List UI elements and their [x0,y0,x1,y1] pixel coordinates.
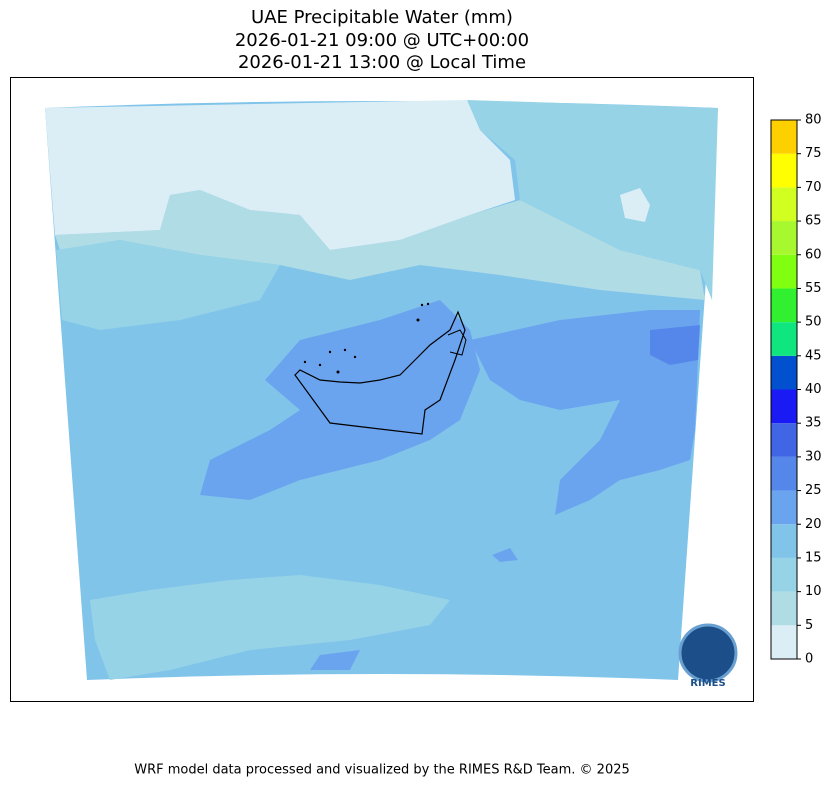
colorbar-tick-label: 0 [805,652,813,667]
country-border [447,329,467,356]
field-region [620,188,650,222]
title-line: 2026-01-21 09:00 @ UTC+00:00 [235,30,529,51]
logo-text: RIMES [690,678,725,689]
field-region [650,325,700,365]
colorbar-bin [771,254,797,289]
field-region [467,100,718,300]
colorbar: 0 5 10 15 20 25 30 35 40 45 50 55 60 65 70 75 80 [770,113,822,667]
colorbar-tick-label: 80 [805,113,822,128]
colorbar-tick-label: 65 [805,214,822,229]
colorbar-tick-label: 15 [805,550,822,565]
colorbar-tick-label: 75 [805,146,822,161]
colorbar-tick-label: 45 [805,348,822,363]
colorbar-tick-label: 25 [805,483,822,498]
colorbar-bin [771,625,797,659]
map [45,100,718,680]
colorbar-bin [771,355,797,390]
field-region [55,190,705,300]
colorbar-tick-label: 40 [805,382,822,397]
colorbar-tick-label: 10 [805,584,822,599]
colorbar-tick-label: 60 [805,247,822,262]
title-line: 2026-01-21 13:00 @ Local Time [238,52,526,73]
logo: RIMES [678,623,738,689]
colorbar-tick-label: 55 [805,281,822,296]
colorbar-bin [771,490,797,525]
colorbar-bin [771,120,797,154]
field-region [200,300,480,500]
colorbar-bin [771,591,797,626]
colorbar-bin [771,187,797,222]
colorbar-bin [771,322,797,356]
field-region [45,100,515,250]
colorbar-bin [771,288,797,323]
field-region [56,240,280,330]
colorbar-tick-label: 35 [805,416,822,431]
colorbar-tick-label: 70 [805,180,822,195]
colorbar-tick-label: 20 [805,517,822,532]
colorbar-bin [771,153,797,188]
field-region [310,650,360,670]
footer: WRF model data processed and visualized … [134,763,630,778]
country-border [294,310,466,435]
colorbar-tick-label: 5 [805,618,813,633]
colorbar-tick-label: 50 [805,315,822,330]
colorbar-bin [771,456,797,491]
colorbar-bin [771,557,797,592]
title-line: UAE Precipitable Water (mm) [251,7,513,28]
colorbar-bin [771,389,797,424]
colorbar-bin [771,423,797,457]
field-region [492,548,518,562]
field-region [90,575,450,680]
colorbar-tick-label: 30 [805,449,822,464]
field-region [470,310,700,515]
colorbar-bin [771,221,797,255]
islands [303,302,430,374]
colorbar-bin [771,524,797,558]
